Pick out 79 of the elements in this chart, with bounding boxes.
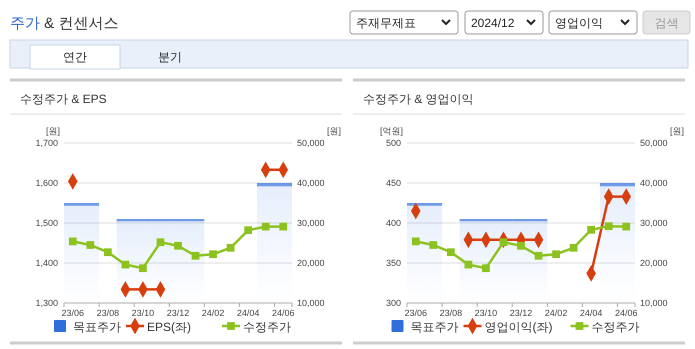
point [174,242,182,250]
y-tick-label: 1,400 [35,258,58,268]
y2-tick-label: 50,000 [297,138,325,148]
x-tick-label: 24/06 [614,308,638,318]
legend-label: 영업이익(좌) [484,320,552,334]
x-tick-label: 23/12 [510,308,532,318]
point [552,250,560,258]
y2-tick-label: 40,000 [297,178,325,188]
point [86,241,94,249]
legend-label: 수정주가 [243,320,291,334]
y2-tick-label: 30,000 [297,218,325,228]
y-axis-title: [원] [46,126,60,136]
legend-label: 수정주가 [592,320,640,334]
y2-tick-label: 30,000 [640,218,668,228]
y-tick-label: 300 [386,298,401,308]
point [517,242,525,250]
text: 연간 [63,50,87,64]
text: 검색 [654,16,678,30]
point [244,226,252,234]
y-tick-label: 1,600 [35,178,58,188]
legend-label: 목표주가 [73,320,121,334]
x-tick-label: 24/06 [272,308,294,318]
point [156,238,164,246]
point [226,244,234,252]
y2-tick-label: 10,000 [297,298,325,308]
y2-tick-label: 20,000 [640,258,668,268]
y2-tick-label: 40,000 [640,178,668,188]
y-tick-label: 450 [386,178,401,188]
y2-axis-title: [원] [670,126,684,136]
point [622,222,630,230]
x-tick-label: 23/06 [62,308,84,318]
point [482,264,490,272]
point [587,226,596,234]
point [139,264,147,272]
point [68,238,77,246]
point [279,222,288,230]
y2-tick-label: 10,000 [640,298,668,308]
x-tick-label: 23/12 [166,308,190,318]
text: 주가 & 컨센서스 [10,15,118,32]
x-tick-label: 24/04 [580,308,602,318]
x-tick-label: 24/02 [202,308,224,318]
legend-label: EPS(좌) [147,320,192,334]
y-tick-label: 400 [386,218,401,228]
x-tick-label: 23/08 [440,308,462,318]
point [192,252,200,260]
x-tick-label: 24/02 [544,308,568,318]
point [446,248,455,256]
point [570,244,578,252]
chart-title: 수정주가 & 영업이익 [363,92,474,106]
y-tick-label: 350 [386,258,401,268]
legend-label: 목표주가 [410,320,458,334]
text: 분기 [158,50,182,64]
text: 2024/12 [471,16,515,30]
y2-tick-label: 20,000 [297,258,325,268]
point [104,248,112,256]
y-tick-label: 1,500 [35,218,58,228]
x-tick-label: 24/04 [236,308,260,318]
y2-axis-title: [원] [326,126,341,136]
x-tick-label: 23/10 [474,308,498,318]
point [464,260,472,268]
point [262,222,270,230]
y2-tick-label: 50,000 [640,138,668,148]
point [122,260,130,268]
point [412,238,420,246]
chart-title: 수정주가 & EPS [20,92,107,106]
text: 주재무제표 [356,16,416,30]
x-tick-label: 23/10 [132,308,154,318]
point [534,252,542,260]
point [500,238,508,246]
text: 영업이익 [555,16,603,30]
point [604,222,613,230]
point [429,241,438,249]
y-tick-label: 1,300 [35,298,58,308]
y-tick-label: 500 [386,138,401,148]
point [209,250,217,258]
y-tick-label: 1,700 [35,138,58,148]
x-tick-label: 23/08 [96,308,120,318]
x-tick-label: 23/06 [404,308,428,318]
y-axis-title: [억원] [380,126,403,136]
